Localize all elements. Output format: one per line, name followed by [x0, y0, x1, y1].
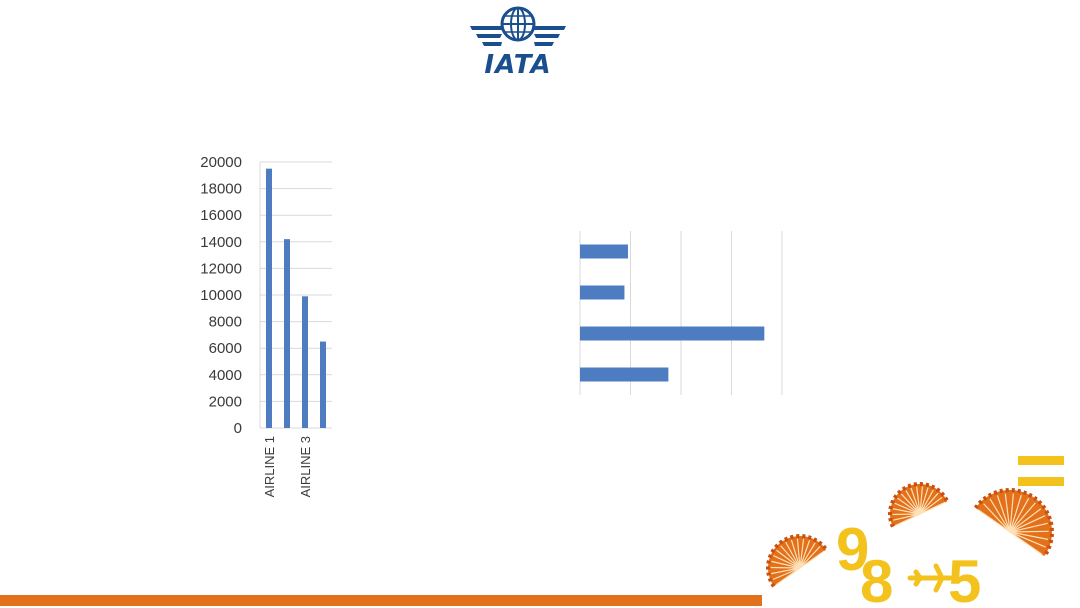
- y-tick-label: 18000: [200, 181, 242, 198]
- horizontal-bar-chart: [579, 231, 783, 395]
- logo-text: IATA: [484, 50, 552, 80]
- y-tick-label: 14000: [200, 234, 242, 251]
- y-tick-label: 12000: [200, 260, 242, 277]
- bar: [580, 326, 765, 341]
- y-tick-label: 2000: [209, 393, 242, 410]
- x-tick-label: AIRLINE 1: [262, 436, 277, 497]
- bar: [320, 341, 326, 428]
- number-decoration: 9 8 5: [766, 456, 1064, 608]
- y-tick-label: 0: [234, 420, 242, 437]
- iata-logo: IATA: [462, 4, 574, 80]
- digit-nine: 9: [836, 516, 869, 583]
- digit-five: 5: [948, 548, 981, 608]
- bar: [302, 296, 308, 428]
- y-tick-label: 16000: [200, 207, 242, 224]
- fan-icon: [888, 482, 950, 528]
- globe-wings-icon: [470, 6, 566, 46]
- y-tick-label: 4000: [209, 367, 242, 384]
- equals-sign: [1018, 477, 1064, 486]
- airline-bar-chart: 0 2000 4000 6000 8000 10000 12000 14000 16000 180…: [200, 154, 332, 497]
- y-tick-label: 6000: [209, 340, 242, 357]
- bar: [266, 168, 272, 428]
- y-tick-label: 10000: [200, 287, 242, 304]
- bar: [580, 367, 669, 382]
- bar: [580, 285, 625, 300]
- bar: [580, 244, 628, 259]
- digit-eight: 8: [860, 548, 893, 608]
- equals-sign: [1018, 456, 1064, 465]
- bottom-accent-bar: [0, 595, 762, 606]
- y-tick-label: 20000: [200, 154, 242, 171]
- bar: [284, 239, 290, 428]
- fan-icon: [766, 534, 828, 588]
- airplane-icon: [907, 563, 953, 593]
- y-tick-label: 8000: [209, 314, 242, 331]
- fan-icon: [973, 488, 1054, 558]
- x-tick-label: AIRLINE 3: [298, 436, 313, 497]
